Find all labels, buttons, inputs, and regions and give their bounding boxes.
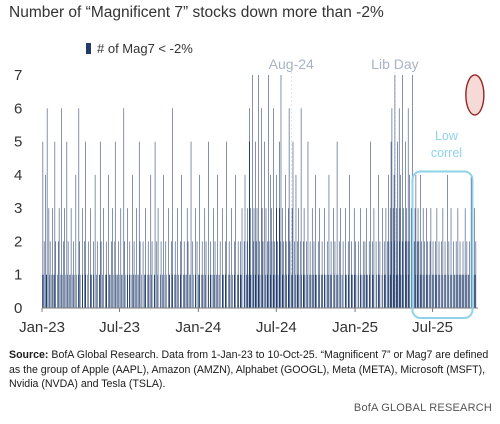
low-correl-label: Low bbox=[435, 129, 459, 143]
source-note: Source: BofA Global Research. Data from … bbox=[9, 348, 494, 392]
x-tick-label: Jan-23 bbox=[19, 319, 65, 336]
y-tick-label: 2 bbox=[14, 233, 22, 250]
x-tick-label: Jul-24 bbox=[256, 319, 297, 336]
chart-annotations-front: Aug-24 Lib Day Low correl bbox=[269, 56, 485, 319]
chart-title: Number of “Magnificent 7” stocks down mo… bbox=[9, 4, 384, 21]
highlight-ellipse bbox=[465, 74, 485, 116]
annotation-label-1: Lib Day bbox=[371, 56, 418, 72]
y-tick-label: 1 bbox=[14, 267, 22, 284]
low-correl-label: correl bbox=[431, 146, 462, 160]
x-tick-label: Jul-25 bbox=[412, 319, 453, 336]
legend-swatch bbox=[86, 43, 91, 54]
source-text: BofA Global Research. Data from 1-Jan-23… bbox=[9, 349, 489, 390]
y-tick-label: 6 bbox=[14, 100, 22, 117]
bar-chart: 0 1 2 3 4 5 6 7 Jan-23 Jul-23 Jan-24 Jul-24 Jan-25 Ju… bbox=[14, 56, 485, 336]
chart-axes: 0 1 2 3 4 5 6 7 Jan-23 Jul-23 Jan-24 Jul-24 Jan-25 Ju… bbox=[14, 67, 478, 336]
y-tick-label: 0 bbox=[14, 300, 22, 317]
y-tick-label: 4 bbox=[14, 167, 22, 184]
brand-footer: BofA GLOBAL RESEARCH bbox=[353, 402, 492, 414]
low-correl-box bbox=[411, 170, 474, 319]
x-tick-label: Jul-23 bbox=[99, 319, 140, 336]
x-tick-label: Jan-24 bbox=[175, 319, 221, 336]
y-tick-label: 5 bbox=[14, 134, 22, 151]
source-label: Source: bbox=[9, 349, 49, 361]
legend-label: # of Mag7 < -2% bbox=[97, 41, 193, 56]
x-tick-label: Jan-25 bbox=[332, 319, 378, 336]
y-tick-label: 7 bbox=[14, 67, 22, 84]
chart-bars bbox=[42, 75, 477, 308]
y-tick-label: 3 bbox=[14, 200, 22, 217]
annotation-label-0: Aug-24 bbox=[269, 56, 314, 72]
chart-legend: # of Mag7 < -2% bbox=[86, 41, 193, 56]
